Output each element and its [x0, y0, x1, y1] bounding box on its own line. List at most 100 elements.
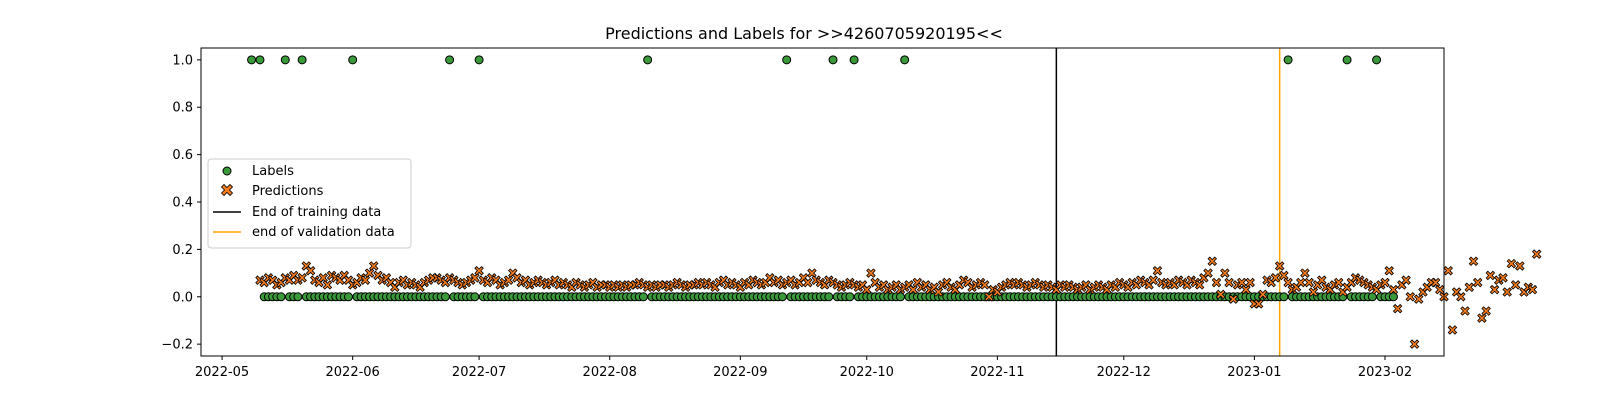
prediction-point — [1456, 292, 1466, 302]
reference-lines — [1055, 48, 1281, 356]
label-point — [276, 292, 286, 302]
y-axis: −0.2 0.0 0.2 0.4 0.6 0.8 1.0 — [161, 53, 201, 353]
x-axis: 2022-05 2022-06 2022-07 2022-08 2022-09 2022-… — [195, 356, 1412, 380]
prediction-point — [297, 273, 307, 283]
label-point — [255, 55, 265, 65]
label-point — [638, 292, 648, 302]
prediction-point — [933, 287, 944, 297]
y-tick-label: 0.8 — [172, 101, 193, 116]
prediction-point — [474, 265, 484, 276]
prediction-point — [318, 273, 328, 283]
prediction-point — [802, 277, 813, 288]
prediction-point — [1203, 268, 1213, 278]
prediction-point — [1498, 273, 1508, 283]
legend-box — [207, 158, 412, 249]
prediction-point — [1468, 256, 1479, 266]
label-point — [1367, 292, 1377, 302]
legend: Labels Predictions End of training data … — [207, 158, 412, 249]
prediction-point — [1283, 277, 1293, 288]
y-tick-label: 0.4 — [172, 196, 193, 211]
prediction-point — [470, 273, 480, 283]
prediction-point — [503, 275, 514, 285]
label-point — [470, 292, 480, 302]
label-point — [1388, 292, 1398, 302]
prediction-point — [1194, 280, 1205, 290]
legend-labels-marker — [222, 166, 232, 176]
y-tick-label: 0.2 — [172, 243, 193, 258]
prediction-point — [861, 284, 872, 295]
label-point — [1342, 55, 1352, 65]
prediction-point — [1295, 277, 1306, 288]
label-point — [824, 292, 834, 302]
prediction-point — [1392, 303, 1403, 314]
prediction-point — [1279, 270, 1289, 281]
prediction-point — [1481, 306, 1491, 316]
prediction-point — [1274, 261, 1285, 271]
y-tick-label: 1.0 — [172, 53, 193, 68]
x-tick-label: 2023-01 — [1227, 365, 1281, 380]
prediction-point — [305, 265, 316, 276]
prediction-point — [1220, 268, 1230, 278]
prediction-point — [1531, 249, 1542, 259]
legend-labels-text: Labels — [252, 164, 294, 179]
prediction-point — [1489, 284, 1500, 295]
prediction-point — [1435, 284, 1445, 295]
y-tick-label: 0.0 — [172, 290, 193, 305]
prediction-point — [1405, 292, 1416, 302]
label-point — [445, 55, 455, 65]
label-point — [845, 292, 855, 302]
label-point — [900, 55, 910, 65]
label-point — [849, 55, 859, 65]
prediction-point — [1228, 294, 1239, 304]
x-tick-label: 2022-09 — [713, 365, 767, 380]
prediction-point — [322, 280, 333, 290]
prediction-point — [1502, 287, 1512, 297]
x-tick-label: 2022-08 — [583, 365, 637, 380]
prediction-point — [984, 292, 994, 302]
prediction-point — [1443, 265, 1453, 276]
prediction-point — [1300, 268, 1310, 278]
prediction-point — [1317, 275, 1327, 285]
legend-predictions-text: Predictions — [252, 184, 324, 199]
label-point — [1372, 55, 1382, 65]
legend-validation-text: end of validation data — [252, 225, 395, 240]
x-tick-label: 2023-02 — [1358, 365, 1412, 380]
prediction-point — [866, 268, 876, 278]
label-point — [828, 55, 838, 65]
plot-frame — [200, 47, 1445, 357]
prediction-point — [1152, 265, 1163, 276]
chart-title: Predictions and Labels for >>42607059201… — [605, 24, 1003, 43]
prediction-point — [1460, 306, 1470, 316]
prediction-point — [1211, 277, 1222, 288]
prediction-point — [1384, 265, 1394, 276]
prediction-point — [908, 284, 918, 295]
predictions-series — [255, 249, 1542, 349]
prediction-point — [807, 268, 817, 278]
prediction-point — [1207, 256, 1218, 266]
prediction-point — [1148, 275, 1159, 285]
prediction-point — [1258, 289, 1268, 300]
prediction-point — [1464, 282, 1475, 293]
prediction-point — [360, 275, 371, 285]
label-point — [440, 292, 450, 302]
legend-predictions-marker — [220, 183, 234, 197]
label-point — [343, 292, 353, 302]
prediction-point — [1245, 277, 1255, 288]
prediction-point — [1215, 289, 1226, 300]
y-tick-label: 0.6 — [172, 148, 193, 163]
label-point — [297, 55, 307, 65]
x-tick-label: 2022-05 — [195, 365, 249, 380]
prediction-point — [1527, 284, 1538, 295]
prediction-point — [1253, 299, 1264, 309]
x-tick-label: 2022-06 — [326, 365, 380, 380]
label-point — [293, 292, 303, 302]
prediction-point — [1506, 258, 1517, 269]
prediction-point — [1477, 313, 1487, 323]
label-point — [777, 292, 787, 302]
label-point — [1279, 292, 1289, 302]
x-tick-label: 2022-07 — [452, 365, 506, 380]
prediction-point — [1224, 277, 1234, 288]
prediction-point — [1308, 287, 1319, 297]
prediction-point — [1515, 261, 1525, 271]
